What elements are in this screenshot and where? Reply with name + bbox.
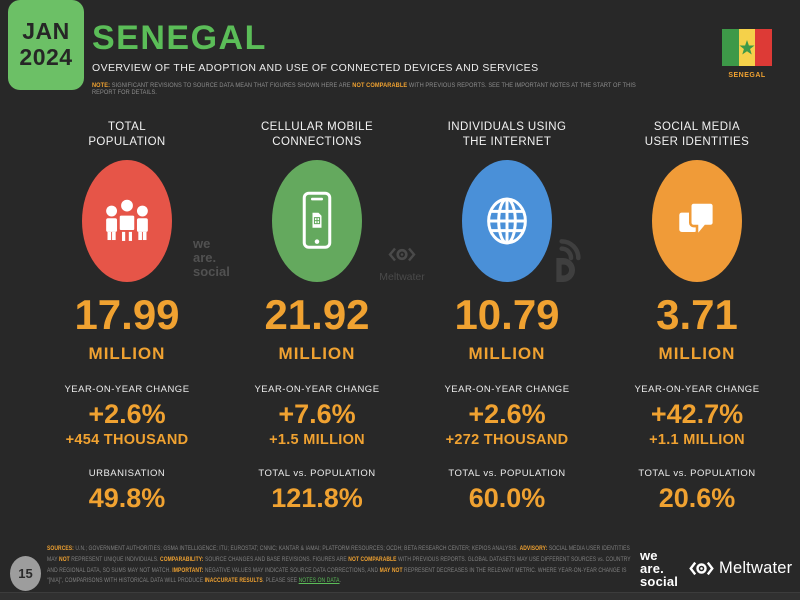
stat-value: 3.71 [656,291,738,338]
page-number-badge: 15 [10,556,41,591]
secondary-stat-label: TOTAL vs. POPULATION [448,468,566,479]
yoy-change-percent: +42.7% [650,399,744,429]
date-year: 2024 [19,44,73,70]
page-subtitle: OVERVIEW OF THE ADOPTION AND USE OF CONN… [92,62,539,74]
yoy-change-percent: +2.6% [88,399,166,429]
stat-unit: MILLION [278,344,356,363]
meltwater-logo-icon [689,561,714,576]
stat-value: 21.92 [264,291,370,338]
flag-star-icon [739,40,755,55]
date-month: JAN [22,18,70,45]
stat-unit: MILLION [88,344,166,363]
stat-title: SOCIAL MEDIA USER IDENTITIES [644,121,750,148]
meltwater-watermark: Meltwater [370,244,434,283]
stat-value: 17.99 [74,291,180,338]
stat-column-internet-users: INDIVIDUALS USING THE INTERNET 10.79 [412,0,602,600]
flag-label: SENEGAL [728,72,766,79]
senegal-flag [722,29,773,66]
yoy-change-absolute: +1.1 MILLION [649,432,745,448]
yoy-change-label: YEAR-ON-YEAR CHANGE [444,384,570,395]
stat-column-total-population: TOTAL POPULATION [32,0,222,600]
we-are-social-watermark: we are. social [193,236,230,279]
people-icon-circle [82,160,172,282]
people-icon [106,197,148,243]
meltwater-logo-icon [388,247,416,262]
secondary-stat-label: URBANISATION [88,468,166,479]
yoy-change-percent: +2.6% [468,399,546,429]
stat-column-mobile-connections: CELLULAR MOBILE CONNECTIONS 21.92 MILLIO… [222,0,412,600]
globe-icon [487,197,527,245]
page-title: SENEGAL [92,19,267,57]
yoy-change-label: YEAR-ON-YEAR CHANGE [254,384,380,395]
globe-icon-circle [462,160,552,282]
chat-bubbles-icon [679,201,716,240]
stat-title: CELLULAR MOBILE CONNECTIONS [260,121,374,148]
secondary-stat-label: TOTAL vs. POPULATION [638,468,756,479]
mobile-phone-icon-circle [272,160,362,282]
datareportal-watermark-icon [543,239,591,290]
date-badge: JAN 2024 [8,0,84,90]
header-note: NOTE: SIGNIFICANT REVISIONS TO SOURCE DA… [92,82,636,96]
secondary-stat-label: TOTAL vs. POPULATION [258,468,376,479]
chat-bubbles-icon-circle [652,160,742,282]
yoy-change-label: YEAR-ON-YEAR CHANGE [64,384,190,395]
we-are-social-logo: we are. social [640,548,679,589]
yoy-change-absolute: +272 THOUSAND [445,432,569,448]
secondary-stat-value: 49.8% [88,483,166,513]
stat-title: INDIVIDUALS USING THE INTERNET [447,121,567,148]
yoy-change-percent: +7.6% [278,399,356,429]
flag-stripe-red [755,29,773,66]
mobile-phone-icon [302,191,332,249]
stat-unit: MILLION [658,344,736,363]
footer-sources-text: SOURCES: U.N.; GOVERNMENT AUTHORITIES; G… [47,545,631,585]
secondary-stat-value: 60.0% [468,483,546,513]
yoy-change-absolute: +454 THOUSAND [65,432,189,448]
meltwater-logo: Meltwater [688,558,792,579]
yoy-change-absolute: +1.5 MILLION [269,432,365,448]
stat-title: TOTAL POPULATION [88,121,166,148]
stat-value: 10.79 [454,291,560,338]
stat-unit: MILLION [468,344,546,363]
secondary-stat-value: 20.6% [658,483,736,513]
notes-on-data-link[interactable]: NOTES ON DATA [298,577,340,585]
secondary-stat-value: 121.8% [271,483,363,513]
stat-column-social-media: SOCIAL MEDIA USER IDENTITIES 3.71 MILLIO… [602,0,792,600]
yoy-change-label: YEAR-ON-YEAR CHANGE [634,384,760,395]
slide-bottom-edge [0,592,800,600]
flag-stripe-green [722,29,739,66]
